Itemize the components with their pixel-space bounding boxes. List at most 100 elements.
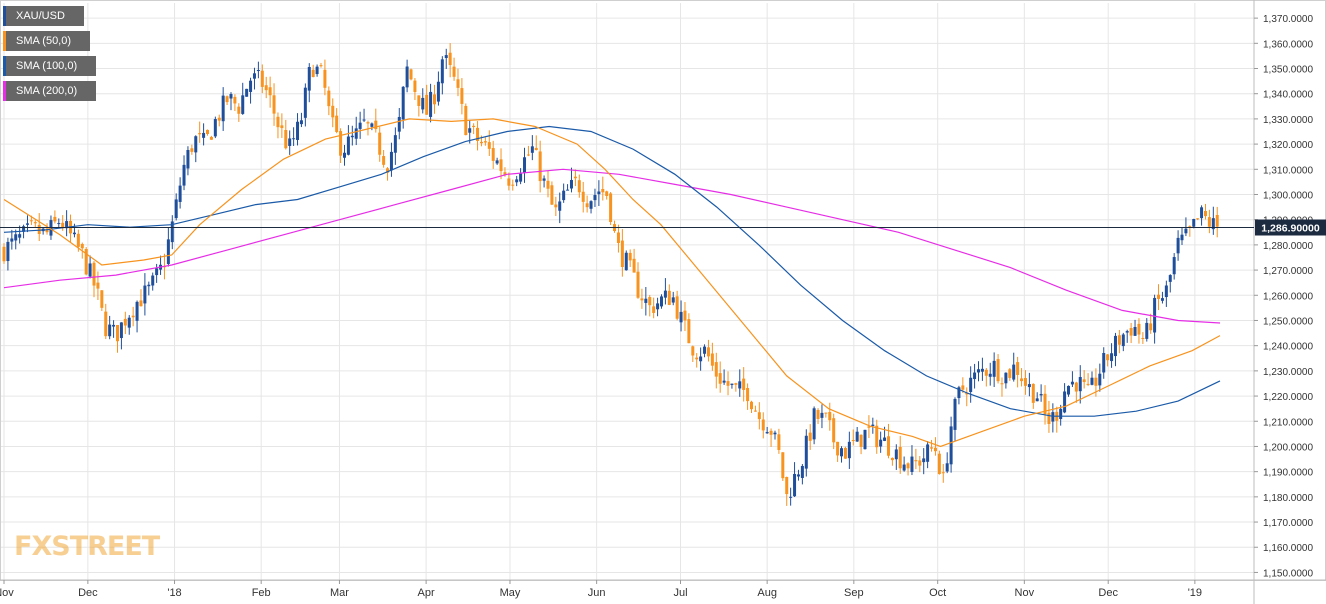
candle-body [202, 132, 206, 138]
x-tick-label: Dec [78, 587, 98, 599]
candle-body [331, 105, 335, 118]
candle-body [581, 191, 585, 202]
candle-body [562, 190, 566, 201]
candle-body [1129, 328, 1133, 336]
candle-body [119, 322, 123, 339]
candle-body [1067, 385, 1071, 395]
candle-body [542, 178, 546, 181]
candle-body [675, 296, 679, 319]
candle-body [589, 201, 593, 209]
candle-body [1043, 393, 1047, 415]
candle-body [327, 90, 331, 107]
candle-body [366, 122, 370, 124]
candle-body [566, 189, 570, 191]
candle-body [601, 188, 605, 193]
candle-body [738, 381, 742, 389]
candle-body [777, 434, 781, 450]
candle-body [558, 201, 562, 211]
candle-body [1110, 353, 1114, 362]
y-tick-label: 1,200.0000 [1263, 442, 1313, 453]
candle-body [992, 360, 996, 377]
candle-body [722, 380, 726, 383]
candle-body [785, 476, 789, 495]
plot-frame [0, 0, 1326, 581]
candle-body [937, 453, 941, 475]
candle-body [984, 369, 988, 376]
candle-body [1070, 381, 1074, 385]
candle-body [155, 268, 159, 276]
candle-body [487, 142, 491, 149]
candle-body [57, 223, 61, 225]
candle-body [597, 191, 601, 195]
candle-body [127, 317, 131, 328]
candle-body [429, 91, 433, 117]
candle-body [323, 69, 327, 88]
candle-body [288, 138, 292, 146]
candle-body [824, 412, 828, 414]
legend-item-sma50[interactable]: SMA (50,0) [3, 31, 90, 51]
candle-body [370, 123, 374, 127]
y-tick-label: 1,190.0000 [1263, 468, 1313, 479]
candle-body [1078, 377, 1082, 392]
candle-body [319, 65, 323, 67]
candle-body [382, 156, 386, 165]
candle-body [268, 87, 272, 96]
y-tick-label: 1,330.0000 [1263, 115, 1313, 126]
legend-item-sma200[interactable]: SMA (200,0) [3, 81, 96, 101]
candle-body [1149, 323, 1153, 331]
candle-body [1196, 218, 1200, 220]
candle-body [237, 106, 241, 114]
candle-body [1203, 210, 1207, 217]
candle-body [851, 440, 855, 442]
candle-body [245, 88, 249, 97]
candle-body [973, 372, 977, 380]
candle-body [628, 252, 632, 261]
candle-body [1153, 297, 1157, 333]
candle-body [221, 95, 225, 122]
candle-body [303, 87, 307, 118]
candle-body [918, 460, 922, 466]
candle-body [773, 432, 777, 435]
candle-body [906, 463, 910, 469]
candle-body [292, 138, 296, 140]
candle-body [272, 95, 276, 114]
candle-body [178, 185, 182, 202]
logo-part-street: STREET [51, 531, 160, 562]
candle-body [898, 446, 902, 469]
candle-body [988, 373, 992, 377]
candle-body [147, 284, 151, 287]
candle-body [640, 298, 644, 301]
candle-body [479, 141, 483, 144]
candle-body [260, 70, 264, 87]
candle-body [135, 301, 139, 321]
candle-body [182, 164, 186, 186]
candle-body [710, 353, 714, 366]
candle-body [750, 401, 754, 410]
x-tick-label: Mar [330, 587, 349, 599]
candle-body [374, 120, 378, 130]
candle-body [530, 146, 534, 153]
candle-body [88, 263, 92, 277]
fxstreet-logo: FXSTREET [14, 531, 160, 562]
logo-part-fx: FX [14, 531, 52, 562]
candle-body [609, 193, 613, 222]
legend-item-xauusd[interactable]: XAU/USD [3, 6, 84, 26]
candle-body [605, 191, 609, 196]
candle-body [996, 359, 1000, 382]
candle-body [249, 80, 253, 92]
candle-body [671, 297, 675, 303]
candle-body [296, 121, 300, 140]
candle-body [867, 426, 871, 428]
candle-body [1207, 217, 1211, 227]
candle-body [538, 151, 542, 182]
legend-item-sma100[interactable]: SMA (100,0) [3, 56, 96, 76]
candle-body [280, 125, 284, 129]
candle-body [957, 387, 961, 399]
candle-body [256, 69, 260, 72]
candle-body [433, 94, 436, 105]
candle-body [812, 408, 816, 440]
candle-body [734, 383, 738, 385]
candle-body [421, 97, 425, 110]
y-tick-label: 1,250.0000 [1263, 316, 1313, 327]
